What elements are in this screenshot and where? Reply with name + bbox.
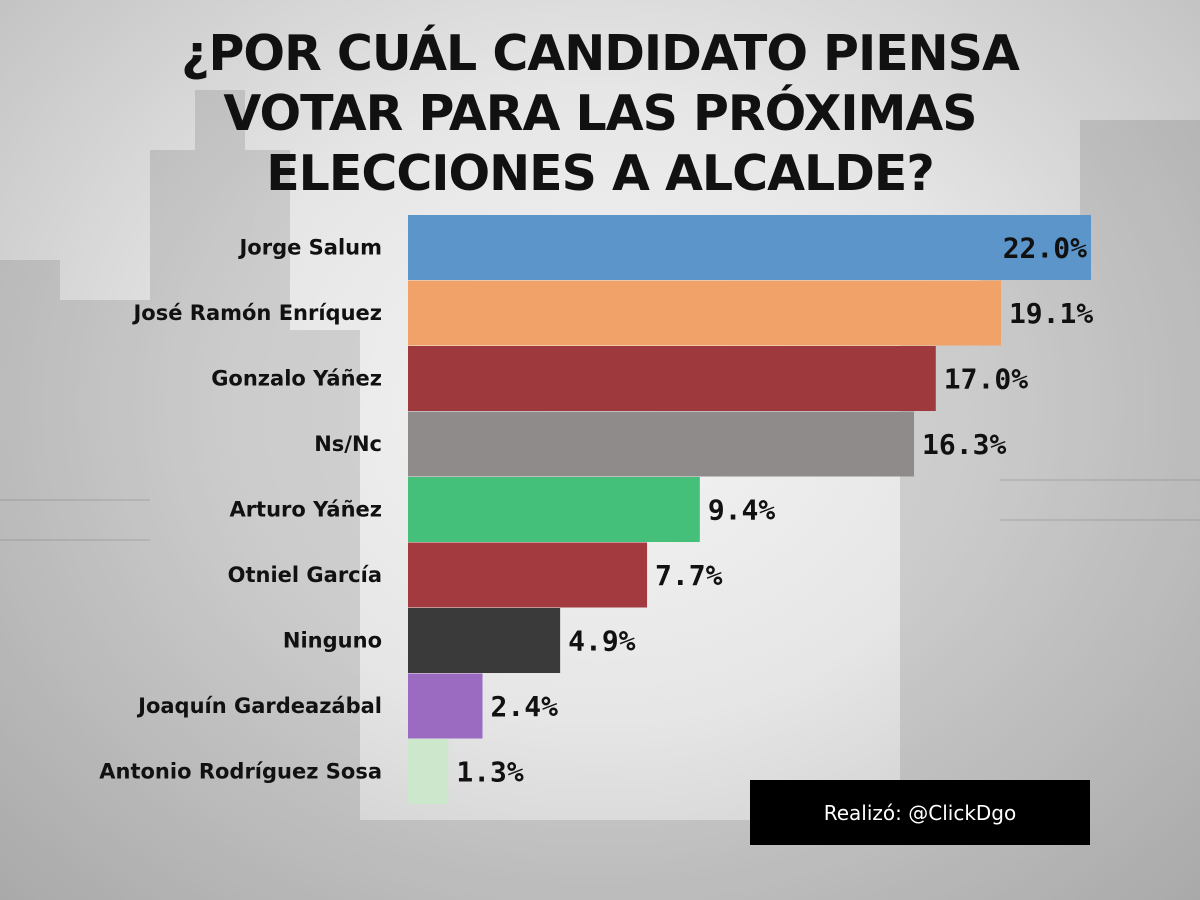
category-label-1: José Ramón Enríquez [131, 301, 382, 325]
value-label-3: 16.3% [922, 428, 1006, 461]
category-label-8: Antonio Rodríguez Sosa [99, 760, 382, 784]
category-label-4: Arturo Yáñez [229, 498, 382, 522]
value-label-8: 1.3% [456, 756, 524, 789]
value-label-7: 2.4% [491, 690, 559, 723]
category-label-6: Ninguno [283, 629, 382, 653]
category-label-5: Otniel García [228, 563, 382, 587]
category-label-3: Ns/Nc [314, 432, 382, 456]
value-label-4: 9.4% [708, 494, 776, 527]
value-label-5: 7.7% [655, 559, 723, 592]
category-label-0: Jorge Salum [237, 236, 382, 260]
bar-4 [408, 477, 700, 542]
bar-2 [408, 346, 936, 411]
credit-text: Realizó: @ClickDgo [823, 800, 1017, 825]
bar-3 [408, 411, 915, 477]
chart-title: ¿POR CUÁL CANDIDATO PIENSA VOTAR PARA LA… [181, 25, 1020, 202]
bar-6 [408, 608, 561, 673]
bar-5 [408, 542, 648, 608]
bar-8 [408, 739, 449, 804]
value-label-1: 19.1% [1009, 297, 1093, 330]
value-label-6: 4.9% [568, 625, 636, 658]
bar-7 [408, 673, 483, 739]
value-label-2: 17.0% [944, 363, 1028, 396]
bar-1 [408, 280, 1001, 346]
category-label-7: Joaquín Gardeazábal [136, 694, 382, 718]
category-label-2: Gonzalo Yáñez [211, 367, 382, 391]
credit-banner: Realizó: @ClickDgo [750, 780, 1090, 845]
value-label-0: 22.0% [1003, 232, 1087, 265]
bar-0 [408, 215, 1091, 280]
